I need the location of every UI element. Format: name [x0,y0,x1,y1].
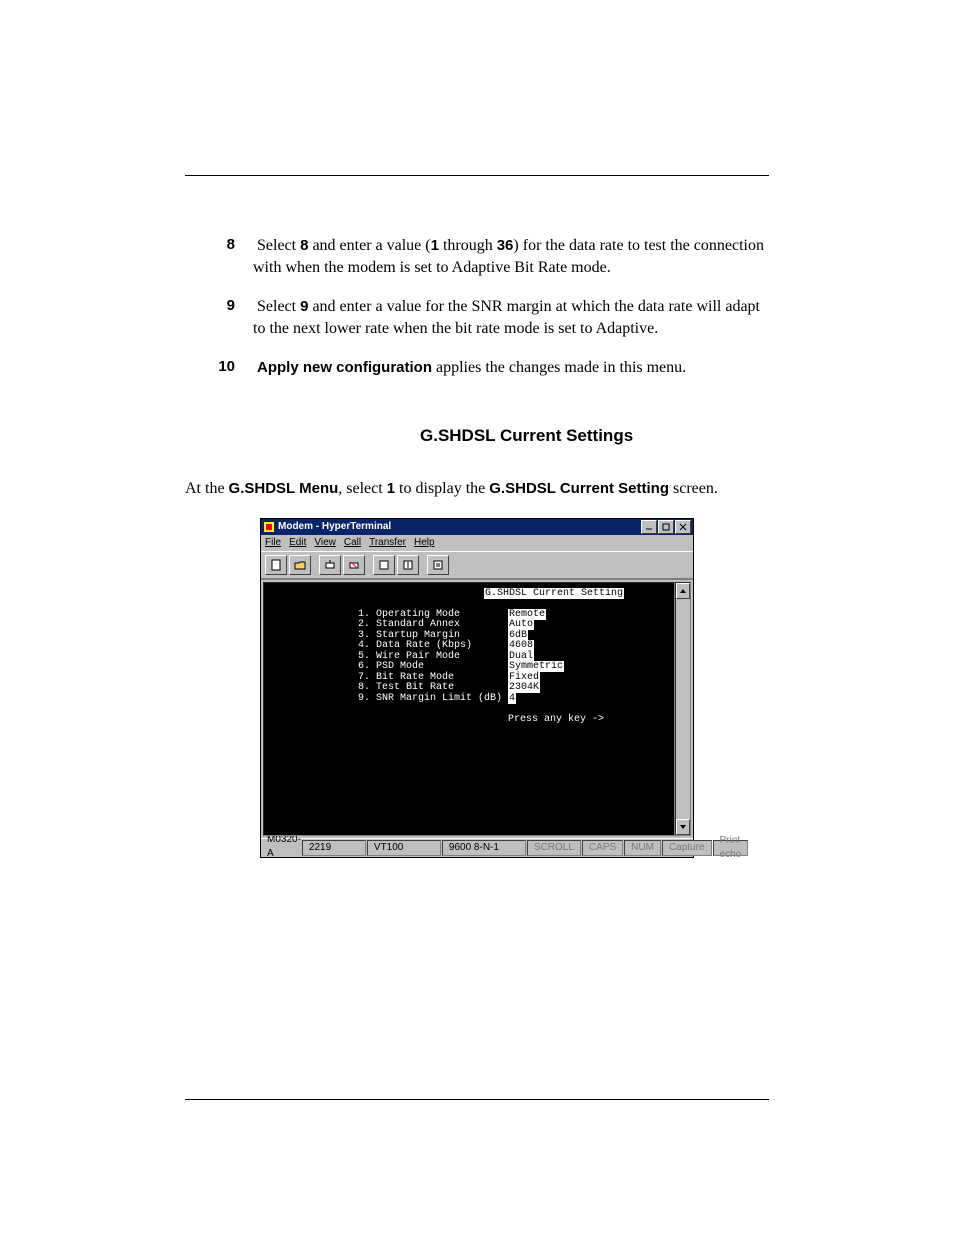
menu-file[interactable]: File [265,536,281,550]
step-number: 9 [205,296,235,316]
step-8: 8 Select 8 and enter a value (1 through … [253,235,769,278]
text: through [439,237,497,254]
menubar: File Edit View Call Transfer Help [261,535,693,551]
bold: 36 [497,237,514,254]
status-scroll: SCROLL [527,840,581,856]
text: Select [257,237,300,254]
page-content: 8 Select 8 and enter a value (1 through … [185,235,769,858]
status-num: NUM [624,840,661,856]
bold: 1 [387,480,395,497]
menu-edit[interactable]: Edit [289,536,306,550]
section-intro: At the G.SHDSL Menu, select 1 to display… [185,478,769,500]
window-title: Modem - HyperTerminal [278,520,641,534]
maximize-button[interactable] [658,520,674,534]
text: At the [185,480,229,497]
text: and enter a value ( [308,237,430,254]
bold: 1 [431,237,439,254]
top-rule [185,175,769,176]
close-button[interactable] [675,520,691,534]
status-connected: 2219 [302,840,366,856]
status-printecho: Print echo [713,840,749,856]
toolbar-connect-icon[interactable] [319,555,341,575]
text: applies the changes made in this menu. [432,359,686,376]
minimize-button[interactable] [641,520,657,534]
toolbar [261,551,693,579]
text: Select [257,298,300,315]
bold: G.SHDSL Current Setting [489,480,669,497]
app-icon [263,521,275,533]
menu-view[interactable]: View [314,536,336,550]
figure-label: M0320-A [267,833,301,860]
menu-help[interactable]: Help [414,536,435,550]
toolbar-receive-icon[interactable] [397,555,419,575]
step-number: 8 [205,235,235,255]
step-9: 9 Select 9 and enter a value for the SNR… [253,296,769,339]
toolbar-properties-icon[interactable] [427,555,449,575]
status-bar: M0320-A 2219 VT100 9600 8-N-1 SCROLL CAP… [261,838,693,857]
titlebar[interactable]: Modem - HyperTerminal [261,519,693,535]
text: to display the [395,480,489,497]
menu-transfer[interactable]: Transfer [369,536,406,550]
terminal-output: G.SHDSL Current Setting 1. Operating Mod… [263,582,675,836]
toolbar-open-icon[interactable] [289,555,311,575]
status-capture: Capture [662,840,712,856]
status-caps: CAPS [582,840,623,856]
toolbar-send-icon[interactable] [373,555,395,575]
text: , select [338,480,386,497]
text: screen. [669,480,718,497]
scrollbar[interactable] [675,582,691,836]
step-10: 10 Apply new configuration applies the c… [253,357,769,379]
step-number: 10 [205,357,235,377]
status-emulation: VT100 [367,840,441,856]
toolbar-disconnect-icon[interactable] [343,555,365,575]
status-line: 9600 8-N-1 [442,840,526,856]
bold-label: Apply new configuration [257,359,432,376]
text: and enter a value for the SNR margin at … [253,298,760,337]
bottom-rule [185,1099,769,1100]
toolbar-new-icon[interactable] [265,555,287,575]
hyperterminal-window: Modem - HyperTerminal File Edit View Cal… [260,518,694,858]
bold: G.SHDSL Menu [229,480,339,497]
scroll-up-icon[interactable] [676,583,690,599]
section-title: G.SHDSL Current Settings [420,426,633,445]
menu-call[interactable]: Call [344,536,361,550]
section-heading-row: G.SHDSL Current Settings [420,425,769,448]
scroll-down-icon[interactable] [676,819,690,835]
